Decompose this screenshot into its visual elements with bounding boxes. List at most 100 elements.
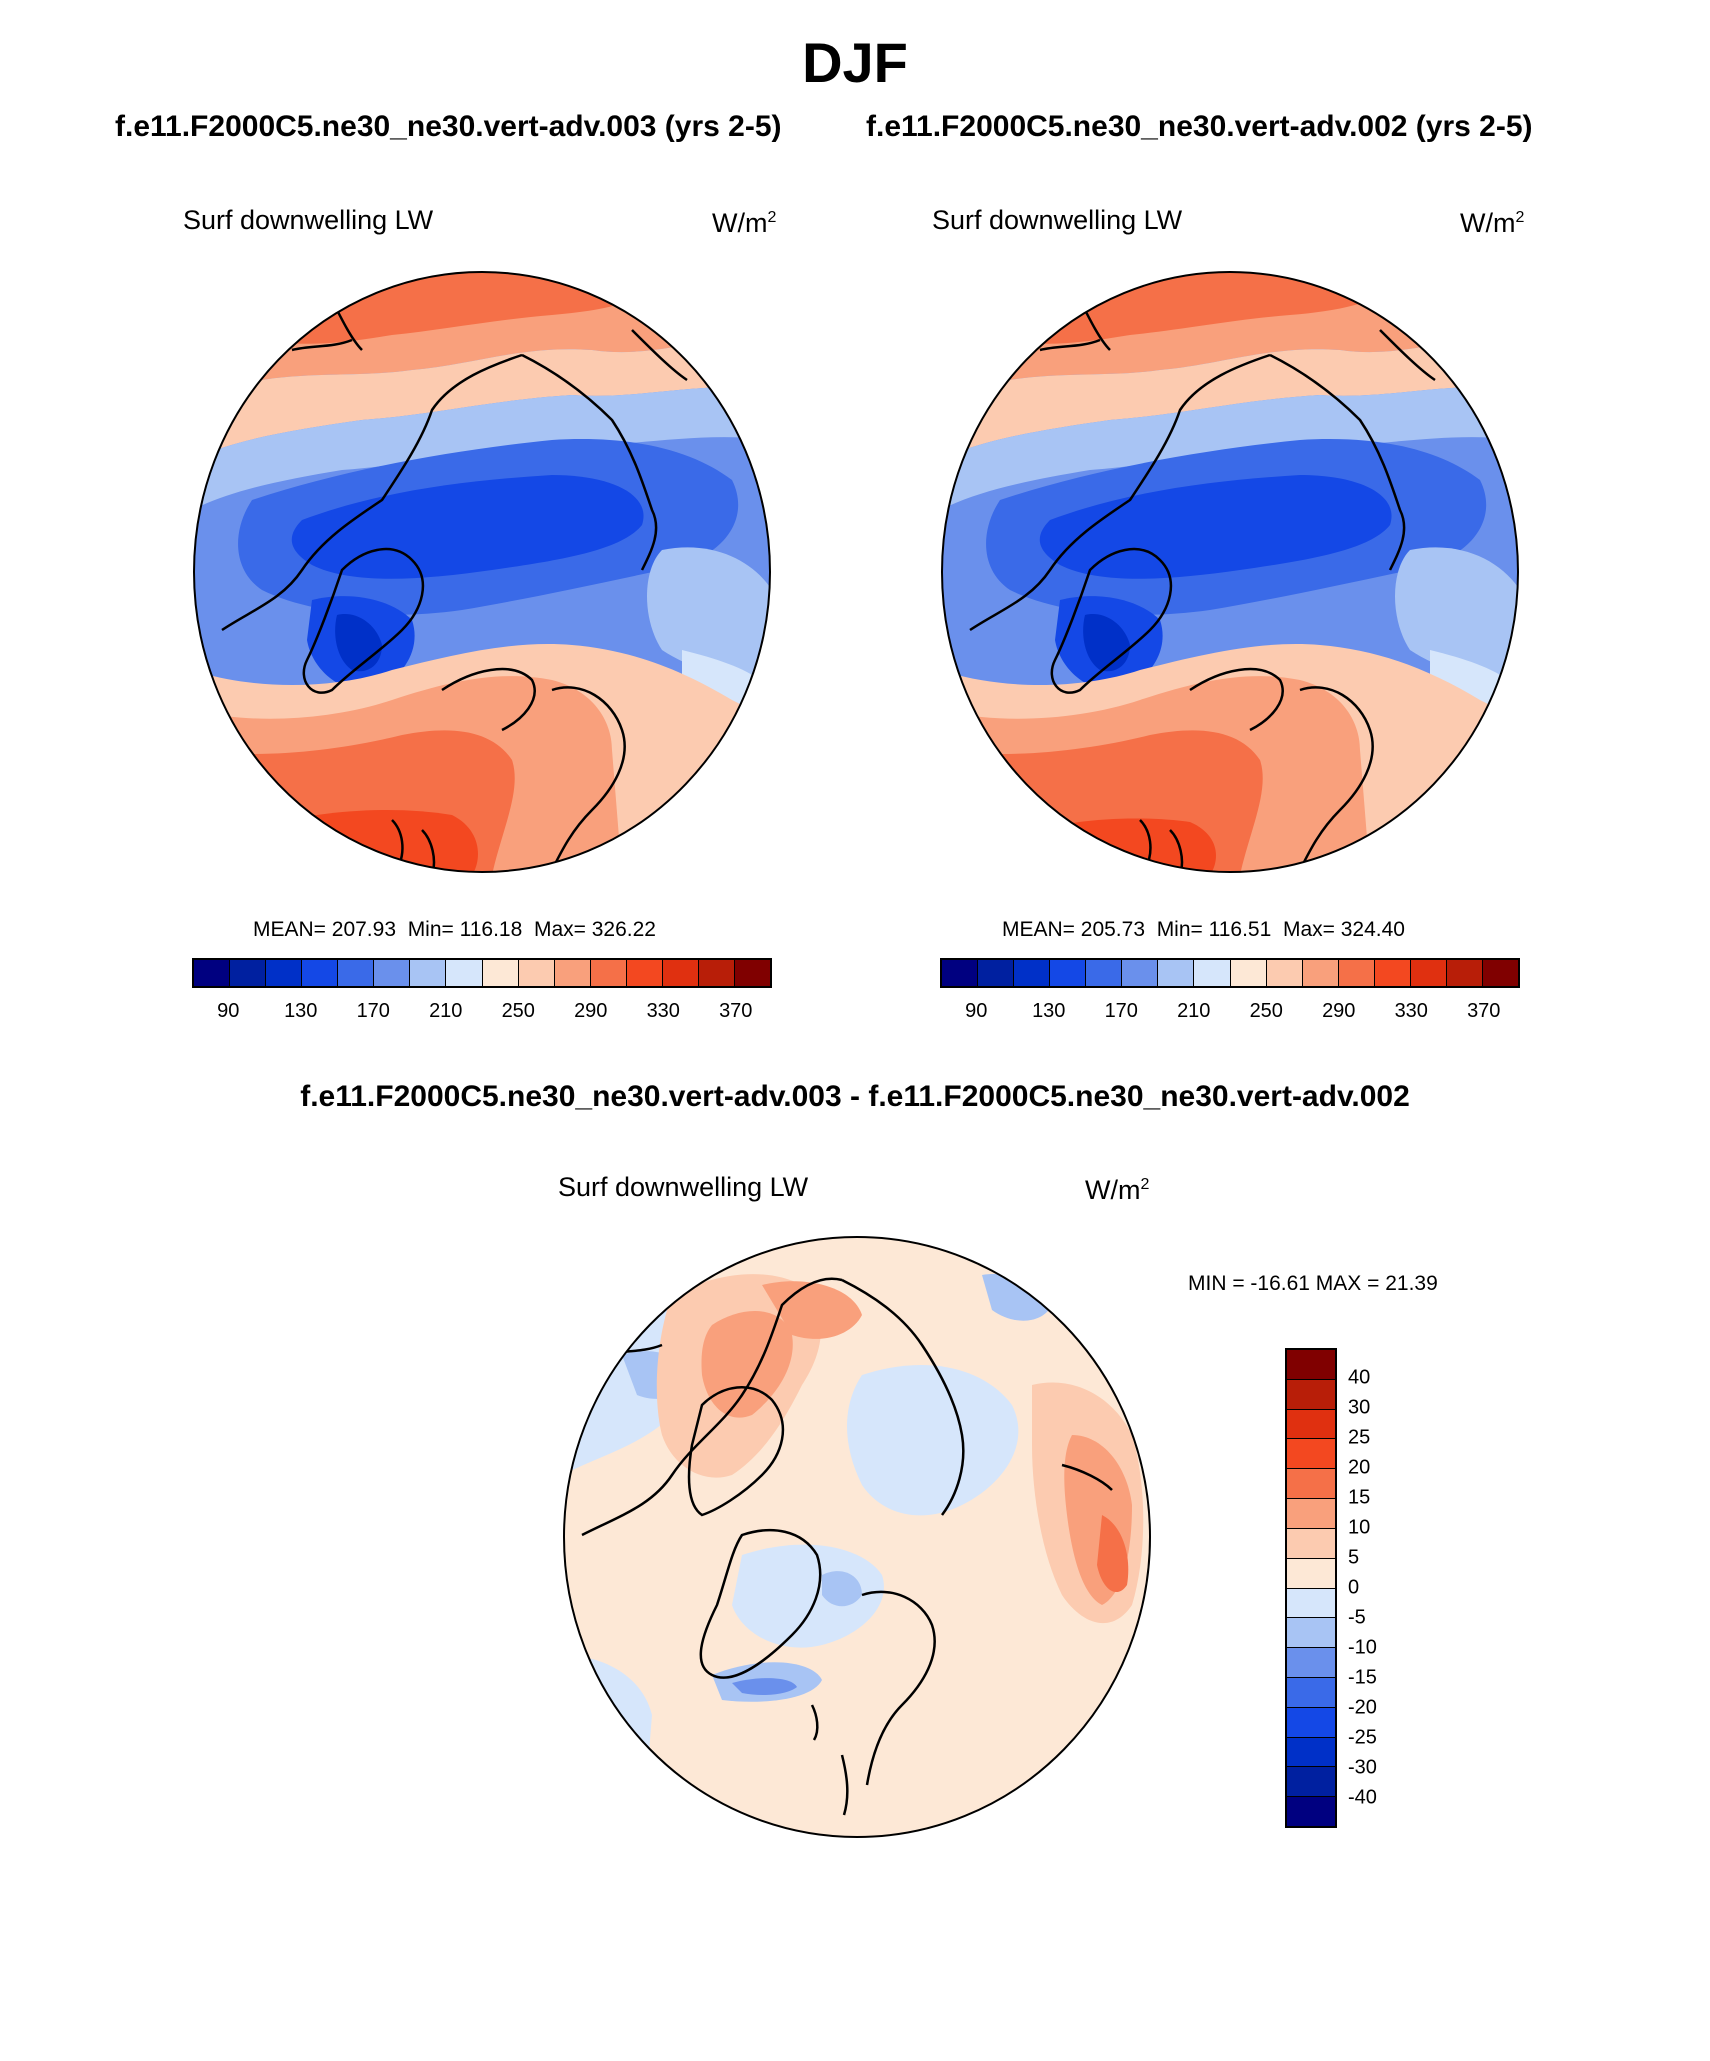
- colorbar-right-swatch: [1050, 960, 1087, 986]
- colorbar-left-tick-label: 130: [284, 1000, 318, 1022]
- units-label-right: W/m2: [1460, 208, 1525, 238]
- colorbar-right-swatch: [1230, 960, 1267, 986]
- colorbar-right-swatch: [1014, 960, 1051, 986]
- colorbar-difference-swatch: [1287, 1558, 1335, 1589]
- colorbar-difference-tick-label: -20: [1348, 1696, 1377, 1719]
- colorbar-difference-tick-label: 0: [1348, 1576, 1360, 1599]
- colorbar-right-swatch: [1158, 960, 1195, 986]
- colorbar-right-swatch: [1302, 960, 1339, 986]
- colorbar-right-tick-label: 170: [1104, 1000, 1138, 1022]
- variable-label-right: Surf downwelling LW: [932, 205, 1183, 235]
- colorbar-right-swatch: [1194, 960, 1231, 986]
- colorbar-difference-swatch: [1287, 1350, 1335, 1380]
- colorbar-left-swatch: [194, 960, 231, 986]
- colorbar-left-tick-label: 290: [574, 1000, 608, 1022]
- colorbar-difference-tick-label: 10: [1348, 1516, 1371, 1539]
- map-left: [193, 271, 771, 873]
- units-label-diff: W/m2: [1085, 1175, 1150, 1205]
- colorbar-difference-swatch: [1287, 1677, 1335, 1708]
- stats-right: MEAN= 205.73 Min= 116.51 Max= 324.40: [1002, 918, 1405, 942]
- season-title: DJF: [802, 31, 908, 94]
- colorbar-right-swatch: [942, 960, 979, 986]
- colorbar-left-tick-label: 330: [646, 1000, 680, 1022]
- min-left: Min= 116.18: [407, 918, 523, 941]
- colorbar-difference-tick-label: 30: [1348, 1396, 1371, 1419]
- colorbar-right-swatch: [1410, 960, 1447, 986]
- variable-label-left: Surf downwelling LW: [183, 205, 434, 235]
- case-title-left: f.e11.F2000C5.ne30_ne30.vert-adv.003 (yr…: [115, 110, 782, 143]
- colorbar-difference-swatch: [1287, 1499, 1335, 1529]
- colorbar-difference-tick-label: 15: [1348, 1486, 1371, 1509]
- colorbar-difference-swatch: [1287, 1528, 1335, 1559]
- colorbar-right-tick-label: 130: [1032, 1000, 1066, 1022]
- colorbar-difference-tick-label: -30: [1348, 1756, 1377, 1779]
- colorbar-difference-swatch: [1287, 1409, 1335, 1440]
- colorbar-difference-tick-label: -10: [1348, 1636, 1377, 1659]
- colorbar-left-swatch: [698, 960, 735, 986]
- units-label-left: W/m2: [712, 208, 777, 238]
- colorbar-difference-tick-label: -25: [1348, 1726, 1377, 1749]
- minmax-diff: MIN = -16.61 MAX = 21.39: [1188, 1272, 1438, 1295]
- colorbar-left-tick-label: 90: [217, 1000, 240, 1022]
- colorbar-right-tick-label: 250: [1249, 1000, 1283, 1022]
- colorbar-difference-tick-label: -15: [1348, 1666, 1377, 1689]
- colorbar-right-tick-label: 290: [1322, 1000, 1356, 1022]
- stats-left: MEAN= 207.93 Min= 116.18 Max= 326.22: [253, 918, 656, 942]
- colorbar-right-swatch: [1338, 960, 1375, 986]
- colorbar-right-tick-label: 210: [1177, 1000, 1211, 1022]
- case-title-right: f.e11.F2000C5.ne30_ne30.vert-adv.002 (yr…: [866, 110, 1533, 143]
- colorbar-difference-swatch: [1287, 1379, 1335, 1410]
- colorbar-difference-tick-label: 25: [1348, 1426, 1371, 1449]
- colorbar-right-swatch: [1446, 960, 1483, 986]
- colorbar-right-swatch: [1266, 960, 1303, 986]
- colorbar-difference-tick-label: 5: [1348, 1546, 1360, 1569]
- colorbar-left-tick-label: 170: [356, 1000, 390, 1022]
- colorbar-ticks-difference: 40 30 25 20 15 10 5 0 -5 -10 -15 -20 -25 -30 -40: [1348, 1348, 1428, 1828]
- colorbar-difference: [1285, 1348, 1337, 1828]
- colorbar-left-tick-label: 370: [719, 1000, 753, 1022]
- colorbar-left-swatch: [734, 960, 770, 986]
- colorbar-difference-tick-label: -5: [1348, 1606, 1366, 1629]
- colorbar-right-swatch: [1122, 960, 1159, 986]
- colorbar-left-swatch: [590, 960, 627, 986]
- colorbar-right-swatch: [1086, 960, 1123, 986]
- max-left: Max= 326.22: [533, 918, 656, 941]
- colorbar-difference-swatch: [1287, 1737, 1335, 1768]
- colorbar-left-swatch: [338, 960, 375, 986]
- colorbar-left-swatch: [446, 960, 483, 986]
- difference-title: f.e11.F2000C5.ne30_ne30.vert-adv.003 - f…: [300, 1080, 1410, 1113]
- colorbar-right: [940, 958, 1520, 988]
- max-right: Max= 324.40: [1282, 918, 1405, 941]
- colorbar-right-tick-label: 90: [965, 1000, 988, 1022]
- colorbar-right-swatch: [978, 960, 1015, 986]
- colorbar-right-swatch: [1482, 960, 1518, 986]
- colorbar-difference-swatch: [1287, 1797, 1335, 1826]
- colorbar-left-swatch: [230, 960, 267, 986]
- colorbar-left-swatch: [374, 960, 411, 986]
- colorbar-difference-tick-label: 40: [1348, 1366, 1371, 1389]
- colorbar-right-tick-label: 370: [1467, 1000, 1501, 1022]
- colorbar-left-swatch: [302, 960, 339, 986]
- colorbar-difference-swatch: [1287, 1767, 1335, 1798]
- colorbar-difference-swatch: [1287, 1588, 1335, 1619]
- mean-right: MEAN= 205.73: [1002, 918, 1146, 941]
- colorbar-left-swatch: [518, 960, 555, 986]
- colorbar-difference-swatch: [1287, 1439, 1335, 1470]
- colorbar-difference-swatch: [1287, 1618, 1335, 1649]
- colorbar-right-tick-label: 330: [1394, 1000, 1428, 1022]
- colorbar-left-swatch: [266, 960, 303, 986]
- colorbar-left-swatch: [626, 960, 663, 986]
- colorbar-right-swatch: [1374, 960, 1411, 986]
- map-right: [941, 271, 1519, 873]
- colorbar-left-swatch: [482, 960, 519, 986]
- map-difference: [563, 1236, 1151, 1838]
- colorbar-difference-swatch: [1287, 1648, 1335, 1678]
- variable-label-diff: Surf downwelling LW: [558, 1172, 809, 1202]
- mean-left: MEAN= 207.93: [253, 918, 397, 941]
- colorbar-left-swatch: [554, 960, 591, 986]
- colorbar-difference-swatch: [1287, 1707, 1335, 1738]
- colorbar-difference-swatch: [1287, 1469, 1335, 1500]
- colorbar-ticks-right: 90 130 170 210 250 290 330 370: [940, 1000, 1520, 1026]
- colorbar-left: [192, 958, 772, 988]
- colorbar-difference-tick-label: 20: [1348, 1456, 1371, 1479]
